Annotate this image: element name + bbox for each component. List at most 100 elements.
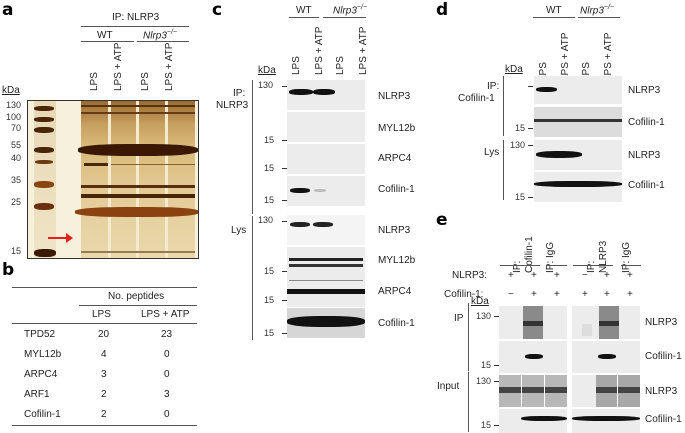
marker-15: 15 <box>11 246 22 256</box>
sign: + <box>531 270 537 281</box>
panel-a-lane-2: LPS + ATP <box>113 42 124 91</box>
blot-c-lys-myl12b <box>287 247 365 277</box>
sign: + <box>531 289 537 300</box>
panel-d-ko-line <box>578 17 620 19</box>
marker: 130 <box>510 140 526 150</box>
marker-tick <box>282 140 287 141</box>
blot-e-ip-cofilin-left <box>499 341 567 373</box>
panel-e-ip-label: IP <box>454 313 464 324</box>
ko-name: Nlrp3 <box>580 5 604 17</box>
marker: 15 <box>264 163 275 173</box>
marker: 130 <box>258 80 274 90</box>
sign: + <box>604 289 610 300</box>
blot-label: ARPC4 <box>378 286 412 297</box>
blot-label: NLRP3 <box>628 150 661 161</box>
panel-c-label: c <box>212 0 223 20</box>
row-protein: Cofilin-1 <box>24 409 61 420</box>
row-lps: 2 <box>101 409 107 420</box>
marker-25: 25 <box>11 197 22 207</box>
panel-a-label: a <box>2 0 14 20</box>
marker-100: 100 <box>6 112 22 122</box>
marker-tick <box>528 86 533 87</box>
blot-label: Cofilin-1 <box>628 117 665 128</box>
sign: + <box>554 289 560 300</box>
marker: 15 <box>515 123 526 133</box>
blot-e-ip-nlrp3-left <box>499 306 567 339</box>
marker-tick <box>282 271 287 272</box>
blot-label: Cofilin-1 <box>378 318 415 329</box>
row-protein: ARPC4 <box>24 369 58 380</box>
blot-e-input-nlrp3-right <box>572 375 640 407</box>
marker: 130 <box>258 215 274 225</box>
col-lps-atp: LPS + ATP <box>141 309 190 320</box>
panel-a-lane-1: LPS <box>89 72 100 91</box>
ko-superscript: −/− <box>356 4 368 11</box>
row-lps: 2 <box>101 389 107 400</box>
marker-tick <box>282 333 287 334</box>
panel-c-lys-label: Lys <box>231 225 247 236</box>
panel-c-ip-bracket <box>252 80 254 214</box>
ip-header-line <box>621 265 641 267</box>
sign: − <box>508 289 514 300</box>
blot-label: MYL12b <box>378 255 416 266</box>
ko-name: Nlrp3 <box>143 30 167 42</box>
row-lps-atp: 3 <box>164 389 170 400</box>
panel-d-lane-2: LPS + ATP <box>560 32 571 81</box>
marker: 15 <box>264 295 275 305</box>
panel-a-lane-3: LPS <box>140 72 151 91</box>
blot-c-ip-cofilin <box>287 176 365 206</box>
ip-header-line <box>573 265 613 267</box>
peptides-header: No. peptides <box>108 291 165 302</box>
panel-b-mid-rule <box>12 323 197 325</box>
row-lps-atp: 0 <box>164 409 170 420</box>
panel-d-ip-label-1: IP: <box>487 81 500 92</box>
blot-c-lys-cofilin <box>287 308 365 338</box>
blot-label: ARPC4 <box>378 153 412 164</box>
marker-tick <box>528 128 533 129</box>
panel-d-lane-4: LPS + ATP <box>603 32 614 81</box>
panel-e-kda: kDa <box>471 296 489 307</box>
marker-35: 35 <box>11 175 22 185</box>
sign: + <box>627 270 633 281</box>
marker-tick <box>494 425 499 426</box>
marker-tick <box>494 381 499 382</box>
blot-label: Cofilin-1 <box>645 351 682 362</box>
panel-c-lane-2: LPS + ATP <box>314 26 325 75</box>
panel-c-lane-4: LPS + ATP <box>358 26 369 75</box>
marker: 15 <box>264 135 275 145</box>
panel-c-kda: kDa <box>258 65 276 76</box>
blot-c-ip-nlrp3 <box>287 80 365 110</box>
marker-130: 130 <box>6 100 22 110</box>
panel-a-group-wt: WT <box>97 30 113 41</box>
row-protein: ARF1 <box>24 389 50 400</box>
blot-e-input-cofilin-left <box>499 409 567 433</box>
panel-d-lys-bracket <box>503 140 505 200</box>
marker: 15 <box>515 192 526 202</box>
panel-c-ip-label-1: IP: <box>233 88 246 99</box>
panel-d-group-wt: WT <box>546 5 562 16</box>
panel-b-bottom-rule <box>12 425 197 427</box>
blot-label: NLRP3 <box>645 386 678 397</box>
blot-label: MYL12b <box>378 123 416 134</box>
marker-tick <box>282 200 287 201</box>
ip-header-line <box>500 265 540 267</box>
row-protein: MYL12b <box>24 349 62 360</box>
blot-e-ip-nlrp3-right <box>572 306 640 339</box>
marker-55: 55 <box>11 140 22 150</box>
panel-e-input-label: Input <box>437 381 460 392</box>
panel-e-input-bracket <box>468 372 470 432</box>
row-lps-atp: 23 <box>161 329 173 340</box>
marker: 15 <box>264 328 275 338</box>
panel-b-label: b <box>2 260 15 280</box>
row-lps: 3 <box>101 369 107 380</box>
blot-d-lys-nlrp3 <box>534 140 622 170</box>
blot-label: Cofilin-1 <box>628 180 665 191</box>
blot-label: Cofilin-1 <box>645 414 682 425</box>
ip-header-3-line2: NLRP3 <box>598 240 609 273</box>
blot-d-lys-cofilin <box>534 172 622 202</box>
blot-label: NLRP3 <box>645 317 678 328</box>
ip-header-line <box>547 265 567 267</box>
panel-c-group-wt: WT <box>296 5 312 16</box>
sign: + <box>582 289 588 300</box>
panel-c-ip-label-2: NLRP3 <box>216 100 249 111</box>
